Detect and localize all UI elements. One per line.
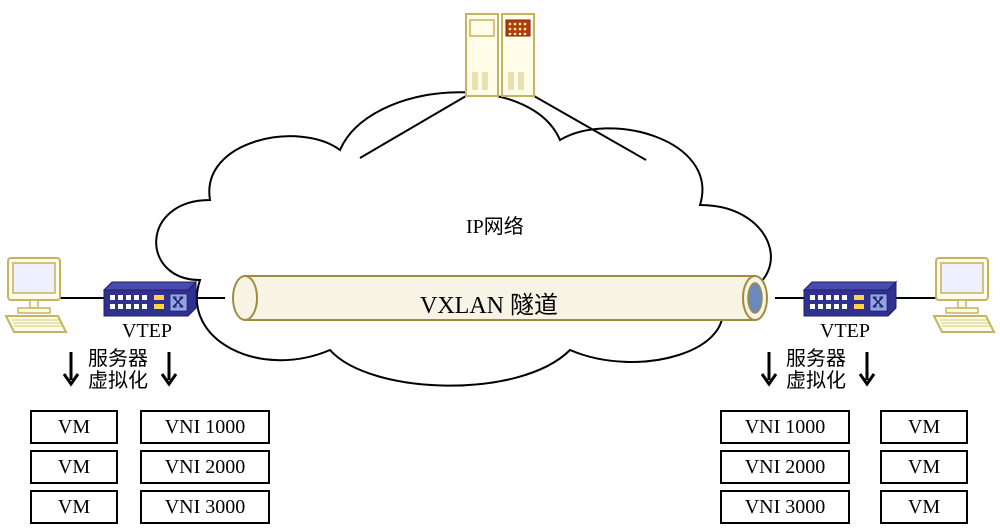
left-monitor: [0, 254, 72, 334]
right-vni-box-0: VNI 1000: [720, 410, 850, 444]
right-switch: [800, 280, 900, 320]
right-vni-box-1: VNI 2000: [720, 450, 850, 484]
right-vm-box-1: VM: [880, 450, 968, 484]
virtualize-left-l1: 服务器: [88, 348, 148, 370]
virtualize-left-l2: 虚拟化: [88, 370, 148, 392]
ip-network-label: IP网络: [466, 210, 524, 239]
right-vm-box-0: VM: [880, 410, 968, 444]
virtualize-right-l2: 虚拟化: [786, 370, 846, 392]
arrow-down-icon: [160, 350, 178, 390]
arrow-down-icon: [858, 350, 876, 390]
right-vm-box-2: VM: [880, 490, 968, 524]
left-vni-box-1: VNI 2000: [140, 450, 270, 484]
vtep-left-label: VTEP: [122, 320, 172, 343]
virtualize-right-label: 服务器 虚拟化: [786, 348, 846, 392]
core-server: [460, 6, 540, 106]
left-vm-box-2: VM: [30, 490, 118, 524]
left-vm-box-1: VM: [30, 450, 118, 484]
left-vni-box-0: VNI 1000: [140, 410, 270, 444]
left-vm-box-0: VM: [30, 410, 118, 444]
left-switch: [100, 280, 200, 320]
arrow-down-icon: [760, 350, 778, 390]
right-vni-box-2: VNI 3000: [720, 490, 850, 524]
right-monitor: [928, 254, 1000, 334]
tunnel-label: VXLAN 隧道: [420, 285, 558, 320]
left-vni-box-2: VNI 3000: [140, 490, 270, 524]
virtualize-right-l1: 服务器: [786, 348, 846, 370]
virtualize-left-label: 服务器 虚拟化: [88, 348, 148, 392]
ip-cloud: [156, 92, 771, 385]
vtep-right-label: VTEP: [820, 320, 870, 343]
arrow-down-icon: [62, 350, 80, 390]
